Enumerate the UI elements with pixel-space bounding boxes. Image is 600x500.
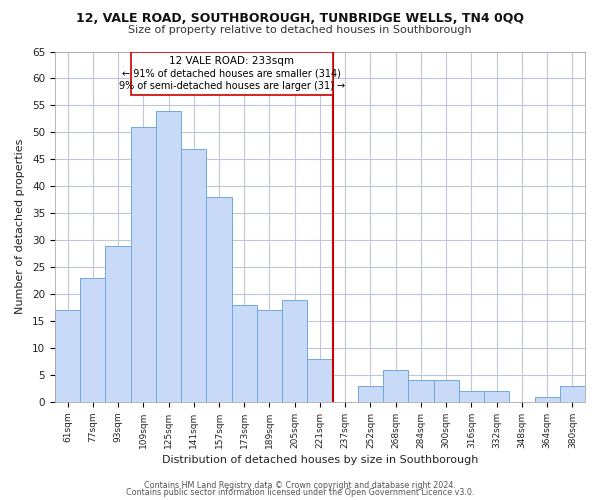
Bar: [55, 310, 80, 402]
Text: Size of property relative to detached houses in Southborough: Size of property relative to detached ho…: [128, 25, 472, 35]
Bar: [383, 370, 409, 402]
Bar: [434, 380, 459, 402]
Bar: [257, 310, 282, 402]
Bar: [307, 359, 332, 402]
Bar: [181, 148, 206, 402]
FancyBboxPatch shape: [131, 52, 332, 94]
Bar: [535, 396, 560, 402]
Bar: [409, 380, 434, 402]
Bar: [80, 278, 106, 402]
Bar: [156, 111, 181, 402]
Text: 12 VALE ROAD: 233sqm: 12 VALE ROAD: 233sqm: [169, 56, 294, 66]
Bar: [484, 391, 509, 402]
Text: ← 91% of detached houses are smaller (314): ← 91% of detached houses are smaller (31…: [122, 69, 341, 79]
Bar: [560, 386, 585, 402]
Bar: [232, 305, 257, 402]
Bar: [358, 386, 383, 402]
Bar: [106, 246, 131, 402]
Bar: [282, 300, 307, 402]
Text: Contains HM Land Registry data © Crown copyright and database right 2024.: Contains HM Land Registry data © Crown c…: [144, 481, 456, 490]
X-axis label: Distribution of detached houses by size in Southborough: Distribution of detached houses by size …: [162, 455, 478, 465]
Bar: [206, 197, 232, 402]
Bar: [459, 391, 484, 402]
Y-axis label: Number of detached properties: Number of detached properties: [15, 139, 25, 314]
Text: 12, VALE ROAD, SOUTHBOROUGH, TUNBRIDGE WELLS, TN4 0QQ: 12, VALE ROAD, SOUTHBOROUGH, TUNBRIDGE W…: [76, 12, 524, 26]
Bar: [131, 127, 156, 402]
Text: 9% of semi-detached houses are larger (31) →: 9% of semi-detached houses are larger (3…: [119, 81, 344, 91]
Text: Contains public sector information licensed under the Open Government Licence v3: Contains public sector information licen…: [126, 488, 474, 497]
